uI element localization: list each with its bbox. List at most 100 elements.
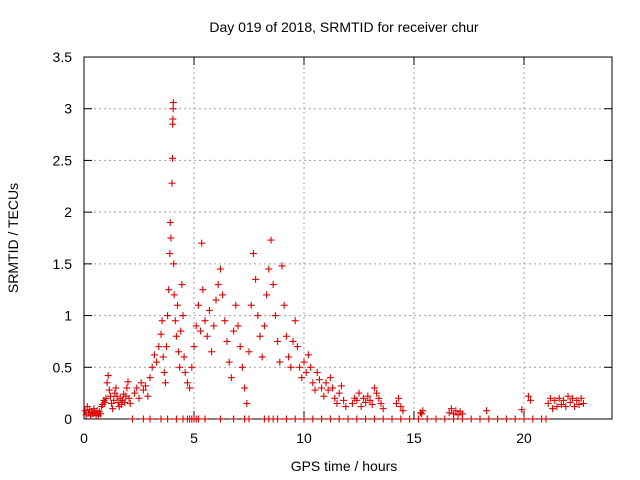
data-point (483, 407, 491, 415)
data-point (186, 384, 194, 392)
data-point (353, 415, 361, 423)
data-point (139, 386, 147, 394)
data-point (169, 115, 177, 123)
data-point (208, 348, 216, 356)
data-point (101, 398, 109, 406)
data-point (158, 317, 166, 325)
data-point (318, 384, 326, 392)
data-point (232, 301, 240, 309)
data-point (249, 250, 257, 258)
data-point (476, 415, 484, 423)
data-point (170, 291, 178, 299)
data-point (97, 410, 104, 418)
data-point (199, 286, 207, 294)
data-point (124, 378, 132, 386)
data-point (219, 291, 227, 299)
data-point (188, 363, 196, 371)
data-point (163, 343, 170, 351)
data-point (234, 322, 242, 330)
data-point (165, 286, 173, 294)
data-point (441, 415, 449, 423)
data-point (203, 332, 211, 340)
data-point (318, 415, 326, 423)
data-point (502, 415, 510, 423)
data-point (192, 322, 200, 330)
data-point (103, 379, 111, 387)
data-point (342, 403, 350, 411)
data-point (348, 399, 356, 407)
data-point (166, 250, 174, 258)
data-point (309, 415, 317, 423)
axis-ticks: 0 0.5 1 1.5 2 2.5 3 3.5 0 5 10 15 20 (53, 49, 612, 446)
data-point (307, 363, 315, 371)
data-point (406, 415, 414, 423)
data-point (296, 363, 304, 371)
data-point (176, 363, 184, 371)
data-point (172, 332, 180, 340)
y-tick-label: 3.5 (53, 49, 73, 65)
data-point (450, 415, 458, 423)
y-tick-label: 1 (64, 308, 72, 324)
data-point (225, 358, 233, 366)
y-axis-label: SRMTID / TECUs (5, 183, 21, 293)
data-point (137, 379, 145, 387)
data-point (241, 384, 249, 392)
data-point (368, 401, 376, 409)
data-point (197, 327, 205, 335)
data-point (560, 396, 568, 404)
data-point (230, 415, 238, 423)
data-point (179, 312, 187, 320)
data-point (180, 353, 188, 361)
data-point (258, 353, 266, 361)
data-point (161, 379, 169, 387)
data-point (315, 376, 323, 384)
data-point (362, 398, 370, 406)
data-point (518, 406, 526, 414)
data-point (388, 415, 396, 423)
x-tick-label: 20 (516, 430, 532, 446)
data-point (148, 363, 156, 371)
data-point (169, 105, 177, 113)
data-point (359, 394, 367, 402)
data-point (542, 415, 550, 423)
x-tick-label: 10 (296, 430, 312, 446)
data-point (447, 405, 455, 413)
data-point (335, 415, 343, 423)
data-point (379, 415, 387, 423)
data-points (81, 99, 587, 423)
data-point (155, 343, 163, 351)
data-point (544, 399, 552, 407)
data-point (445, 409, 453, 417)
data-point (579, 399, 587, 407)
data-point (573, 396, 581, 404)
data-point (287, 363, 295, 371)
data-point (245, 415, 253, 423)
data-point (159, 353, 167, 361)
data-point (190, 343, 198, 351)
data-point (320, 392, 328, 400)
data-point (243, 399, 251, 407)
data-point (337, 382, 345, 390)
data-point (362, 415, 370, 423)
data-point (142, 382, 150, 390)
grid-lines (84, 57, 612, 419)
data-point (221, 317, 229, 325)
data-point (379, 405, 387, 413)
data-point (458, 415, 466, 423)
data-point (157, 330, 165, 338)
data-point (267, 236, 275, 244)
data-point (520, 415, 528, 423)
data-point (212, 296, 220, 304)
data-point (300, 358, 308, 366)
x-tick-label: 15 (406, 430, 422, 446)
data-point (160, 368, 168, 376)
data-point (399, 407, 407, 415)
data-point (194, 415, 202, 423)
data-point (414, 415, 422, 423)
data-point (198, 239, 206, 247)
data-point (291, 415, 299, 423)
data-point (364, 392, 372, 400)
data-point (553, 403, 561, 411)
data-point (331, 394, 339, 402)
data-point (177, 327, 185, 335)
